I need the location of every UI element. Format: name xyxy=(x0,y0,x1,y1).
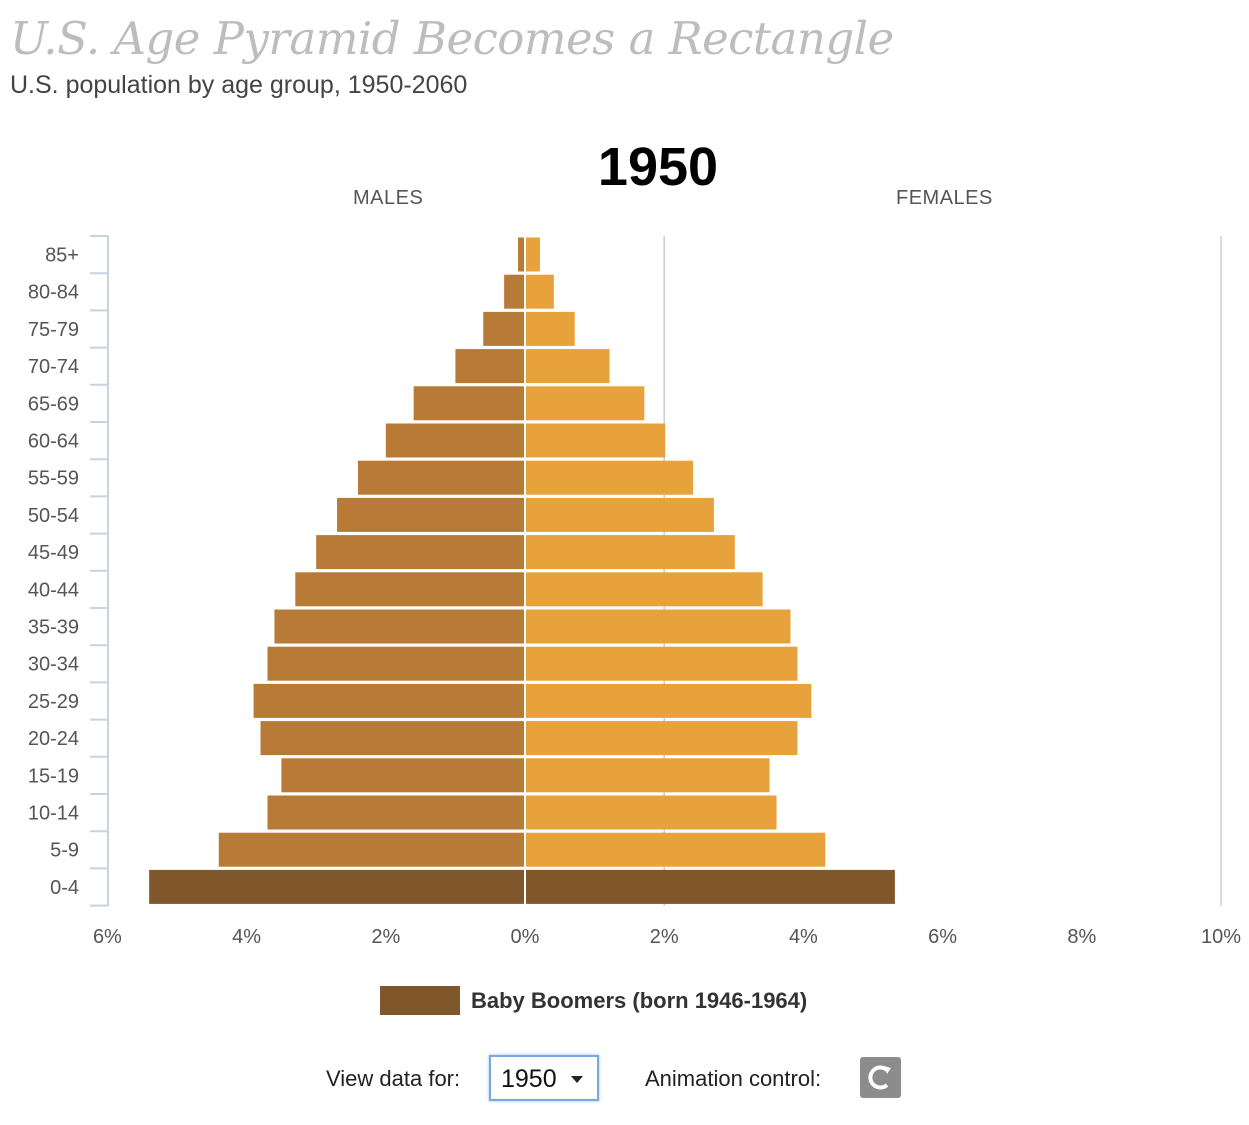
year-select[interactable]: 1950 xyxy=(489,1055,599,1101)
female-bar xyxy=(526,683,812,718)
y-tick-label: 75-79 xyxy=(28,319,79,341)
male-bar xyxy=(149,869,524,904)
female-bar xyxy=(526,832,826,867)
male-bar xyxy=(337,497,524,532)
x-tick-label: 6% xyxy=(928,926,957,948)
view-data-label: View data for: xyxy=(326,1066,461,1091)
male-bar xyxy=(295,572,524,607)
male-bar xyxy=(267,795,524,830)
male-bar xyxy=(455,349,524,384)
legend-swatch-baby-boomers xyxy=(380,986,460,1015)
female-bar xyxy=(526,423,666,458)
animation-control-label: Animation control: xyxy=(645,1066,822,1091)
male-bar xyxy=(281,758,524,793)
y-tick-label: 30-34 xyxy=(28,654,79,676)
y-tick-label: 5-9 xyxy=(50,840,79,862)
pyramid-chart: 85+ 80-84 75-79 70-74 65-69 60-64 55-59 50-54 45… xyxy=(28,235,1241,948)
y-tick-label: 85+ xyxy=(45,245,79,267)
chart-subtitle: U.S. population by age group, 1950-2060 xyxy=(10,71,468,99)
male-bar xyxy=(218,832,524,867)
y-tick-label: 10-14 xyxy=(28,803,79,825)
female-bar xyxy=(526,497,714,532)
y-tick-label: 70-74 xyxy=(28,356,79,378)
female-bar xyxy=(526,349,610,384)
y-tick-label: 15-19 xyxy=(28,765,79,787)
female-bar xyxy=(526,795,777,830)
y-tick-label: 35-39 xyxy=(28,617,79,639)
x-tick-label: 4% xyxy=(232,926,261,948)
male-bar xyxy=(253,683,524,718)
male-bar xyxy=(504,274,524,309)
male-bar xyxy=(518,237,524,272)
x-tick-label: 2% xyxy=(650,926,679,948)
x-tick-label: 6% xyxy=(93,926,122,948)
female-bar xyxy=(526,237,540,272)
y-tick-label: 25-29 xyxy=(28,691,79,713)
y-tick-label: 20-24 xyxy=(28,728,79,750)
y-tick-label: 0-4 xyxy=(50,877,79,899)
female-bar xyxy=(526,646,798,681)
male-bar xyxy=(316,535,524,570)
female-bar xyxy=(526,535,735,570)
x-tick-label: 4% xyxy=(789,926,818,948)
y-tick-label: 55-59 xyxy=(28,468,79,490)
x-tick-label: 2% xyxy=(371,926,400,948)
x-tick-label: 8% xyxy=(1067,926,1096,948)
female-bar xyxy=(526,609,791,644)
female-bar xyxy=(526,311,575,346)
year-label: 1950 xyxy=(597,137,719,197)
male-bar xyxy=(385,423,524,458)
x-tick-label: 0% xyxy=(511,926,540,948)
female-bar xyxy=(526,721,798,756)
y-tick-label: 80-84 xyxy=(28,282,79,304)
female-bar xyxy=(526,572,763,607)
female-bar xyxy=(526,869,895,904)
male-bar xyxy=(260,721,524,756)
female-bar xyxy=(526,758,770,793)
chart-title: U.S. Age Pyramid Becomes a Rectangle xyxy=(10,12,894,65)
female-bar xyxy=(526,274,554,309)
male-bar xyxy=(274,609,524,644)
male-bar xyxy=(357,460,524,495)
y-tick-label: 60-64 xyxy=(28,431,79,453)
legend-label-baby-boomers: Baby Boomers (born 1946-1964) xyxy=(471,988,808,1013)
female-bar xyxy=(526,386,645,421)
y-tick-label: 50-54 xyxy=(28,505,79,527)
animation-replay-button[interactable] xyxy=(860,1057,901,1098)
male-bar xyxy=(267,646,524,681)
y-tick-label: 40-44 xyxy=(28,579,79,601)
male-bar xyxy=(483,311,524,346)
year-select-value: 1950 xyxy=(501,1065,557,1093)
y-tick-label: 65-69 xyxy=(28,393,79,415)
females-label: FEMALES xyxy=(896,187,993,209)
chevron-down-icon xyxy=(571,1076,583,1083)
replay-icon xyxy=(868,1065,891,1090)
x-tick-label: 10% xyxy=(1201,926,1241,948)
y-tick-label: 45-49 xyxy=(28,542,79,564)
female-bar xyxy=(526,460,694,495)
male-bar xyxy=(413,386,524,421)
males-label: MALES xyxy=(353,187,424,209)
